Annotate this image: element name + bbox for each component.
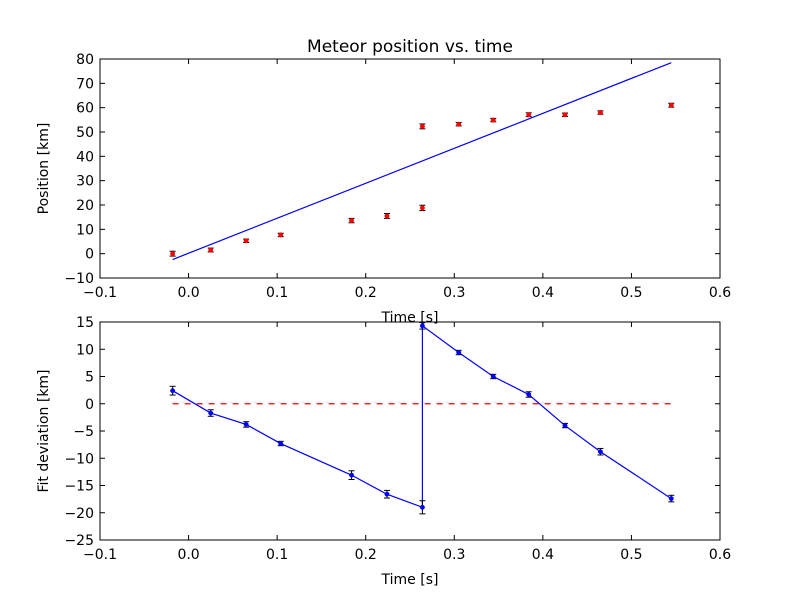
y-tick-label: 15 bbox=[76, 315, 94, 331]
y-tick-label: −25 bbox=[64, 533, 94, 549]
x-tick-label: 0.6 bbox=[709, 547, 731, 563]
data-point bbox=[349, 218, 354, 224]
data-point bbox=[526, 112, 532, 118]
x-tick-label: 0.5 bbox=[620, 285, 642, 301]
data-point bbox=[419, 205, 425, 211]
data-point bbox=[384, 213, 390, 219]
y-tick-label: 10 bbox=[76, 342, 94, 358]
x-tick-label: 0.4 bbox=[532, 547, 554, 563]
x-tick-label: −0.1 bbox=[83, 547, 117, 563]
y-axis-ticks-top: −10 0 10 20 30 40 50 60 70 80 bbox=[64, 52, 720, 287]
x-tick-label: 0.1 bbox=[266, 547, 288, 563]
x-tick-label: 0.3 bbox=[443, 547, 465, 563]
x-tick-label: 0.0 bbox=[177, 547, 199, 563]
deviation-subplot: −0.1 0.0 0.1 0.2 0.3 0.4 0.5 0.6 −25 −20 −15 −10 −5… bbox=[36, 315, 731, 588]
y-tick-label: 40 bbox=[76, 149, 94, 165]
y-tick-label: −20 bbox=[64, 506, 94, 522]
data-point bbox=[243, 422, 249, 427]
data-point bbox=[562, 112, 568, 118]
y-tick-label: −5 bbox=[73, 424, 94, 440]
plot-area-top bbox=[169, 62, 675, 261]
position-subplot: Meteor position vs. time −0.1 0.0 0.1 0.2 0.… bbox=[36, 37, 731, 326]
y-tick-label: 0 bbox=[85, 247, 94, 263]
y-tick-label: 60 bbox=[76, 101, 94, 117]
y-axis-label-top: Position [km] bbox=[36, 123, 52, 215]
data-point bbox=[490, 374, 496, 379]
data-point bbox=[419, 323, 425, 329]
axes-frame-top bbox=[99, 58, 721, 279]
x-axis-label-bottom: Time [s] bbox=[381, 572, 439, 588]
data-point bbox=[668, 496, 674, 502]
data-point bbox=[490, 117, 496, 123]
x-axis-label-top: Time [s] bbox=[381, 310, 439, 326]
x-axis-ticks-bottom: −0.1 0.0 0.1 0.2 0.3 0.4 0.5 0.6 bbox=[83, 322, 731, 563]
data-point bbox=[208, 410, 214, 416]
y-tick-label: 50 bbox=[76, 125, 94, 141]
y-tick-label: 20 bbox=[76, 198, 94, 214]
data-point bbox=[419, 504, 425, 510]
y-tick-label: −10 bbox=[64, 271, 94, 287]
data-point bbox=[456, 350, 462, 355]
x-tick-label: 0.0 bbox=[177, 285, 199, 301]
data-point bbox=[170, 251, 176, 257]
data-point bbox=[597, 110, 603, 115]
x-tick-label: 0.6 bbox=[709, 285, 731, 301]
x-tick-label: 0.2 bbox=[355, 547, 377, 563]
fit-line bbox=[172, 62, 672, 261]
x-tick-label: −0.1 bbox=[83, 285, 117, 301]
data-point bbox=[456, 121, 462, 127]
x-axis-ticks-top: −0.1 0.0 0.1 0.2 0.3 0.4 0.5 0.6 bbox=[83, 59, 731, 301]
x-tick-label: 0.5 bbox=[620, 547, 642, 563]
y-tick-label: 10 bbox=[76, 222, 94, 238]
data-point bbox=[278, 441, 284, 446]
data-point bbox=[208, 247, 214, 253]
y-tick-label: 70 bbox=[76, 76, 94, 92]
data-point bbox=[668, 102, 674, 108]
data-point bbox=[562, 423, 568, 428]
plot-area-bottom bbox=[169, 322, 675, 515]
data-point bbox=[384, 491, 390, 497]
x-tick-label: 0.2 bbox=[355, 285, 377, 301]
x-tick-label: 0.3 bbox=[443, 285, 465, 301]
data-point bbox=[243, 238, 249, 244]
y-tick-label: −15 bbox=[64, 479, 94, 495]
deviation-line bbox=[172, 324, 672, 509]
chart-title: Meteor position vs. time bbox=[307, 37, 513, 57]
x-tick-label: 0.4 bbox=[532, 285, 554, 301]
data-point bbox=[278, 232, 284, 238]
y-tick-label: −10 bbox=[64, 451, 94, 467]
data-point bbox=[419, 123, 425, 129]
data-point bbox=[526, 392, 532, 397]
data-point bbox=[597, 449, 603, 455]
data-point bbox=[349, 472, 354, 478]
y-axis-ticks-bottom: −25 −20 −15 −10 −5 0 5 10 15 bbox=[64, 315, 720, 549]
data-point bbox=[170, 388, 176, 394]
y-tick-label: 0 bbox=[85, 397, 94, 413]
y-axis-label-bottom: Fit deviation [km] bbox=[36, 369, 52, 492]
x-tick-label: 0.1 bbox=[266, 285, 288, 301]
y-tick-label: 30 bbox=[76, 174, 94, 190]
y-tick-label: 5 bbox=[85, 370, 94, 386]
y-tick-label: 80 bbox=[76, 52, 94, 68]
